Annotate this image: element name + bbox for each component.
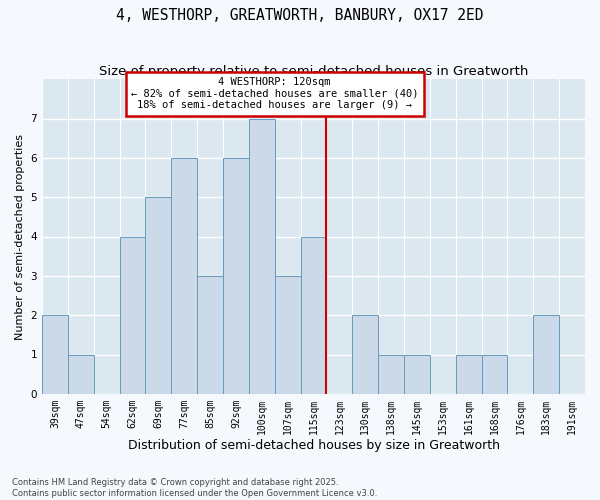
- Bar: [482, 354, 508, 394]
- Bar: [172, 158, 197, 394]
- Bar: [275, 276, 301, 394]
- Bar: [533, 315, 559, 394]
- X-axis label: Distribution of semi-detached houses by size in Greatworth: Distribution of semi-detached houses by …: [128, 440, 500, 452]
- Bar: [456, 354, 482, 394]
- Bar: [249, 118, 275, 394]
- Bar: [352, 315, 378, 394]
- Text: 4, WESTHORP, GREATWORTH, BANBURY, OX17 2ED: 4, WESTHORP, GREATWORTH, BANBURY, OX17 2…: [116, 8, 484, 22]
- Bar: [119, 236, 145, 394]
- Bar: [68, 354, 94, 394]
- Bar: [378, 354, 404, 394]
- Bar: [197, 276, 223, 394]
- Text: Contains HM Land Registry data © Crown copyright and database right 2025.
Contai: Contains HM Land Registry data © Crown c…: [12, 478, 377, 498]
- Y-axis label: Number of semi-detached properties: Number of semi-detached properties: [15, 134, 25, 340]
- Title: Size of property relative to semi-detached houses in Greatworth: Size of property relative to semi-detach…: [99, 65, 528, 78]
- Bar: [404, 354, 430, 394]
- Bar: [223, 158, 249, 394]
- Bar: [301, 236, 326, 394]
- Bar: [145, 197, 172, 394]
- Text: 4 WESTHORP: 120sqm
← 82% of semi-detached houses are smaller (40)
18% of semi-de: 4 WESTHORP: 120sqm ← 82% of semi-detache…: [131, 77, 418, 110]
- Bar: [42, 315, 68, 394]
